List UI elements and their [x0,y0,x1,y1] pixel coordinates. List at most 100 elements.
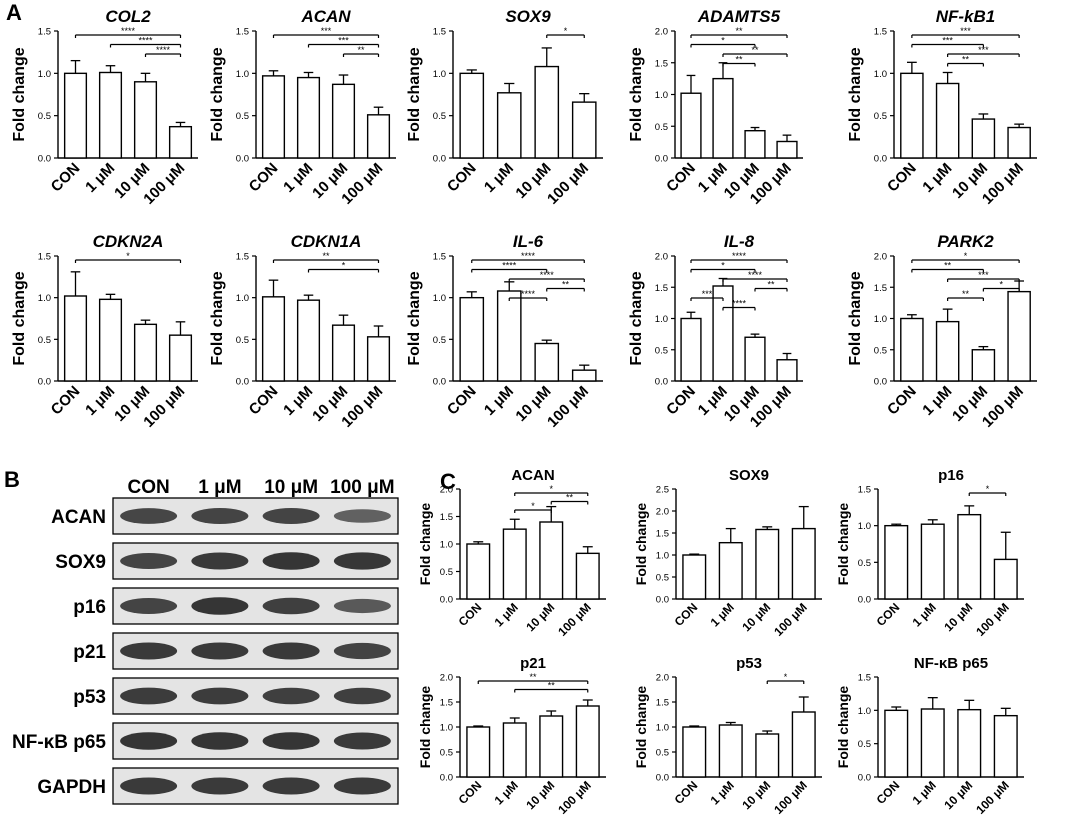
y-tick-label: 0.0 [440,595,453,606]
blot-band [191,687,249,705]
y-tick-label: 1.5 [858,673,871,684]
bar-con [680,92,702,159]
bar-100-m [776,359,798,382]
bar-10-m [971,118,996,159]
y-tick-label: 1.0 [38,293,51,304]
significance-label: ** [566,493,574,503]
y-tick-label: 1.0 [433,293,446,304]
bar-100-m [791,527,816,600]
y-tick-label: 1.5 [656,698,669,709]
blot-band [262,597,320,615]
category-label: 10 μM [523,600,557,634]
blot-band [333,552,391,570]
lane-label-10-m: 10 μM [264,477,318,498]
bar-1-m [935,82,960,159]
bar-10-m [133,323,158,382]
blot-band [262,732,320,750]
blot-band [262,642,320,660]
significance-label: ** [962,55,970,65]
y-tick-label: 0.0 [858,595,871,606]
category-label: CON [672,778,701,807]
bar-1-m [296,76,321,159]
category-label: 1 μM [708,778,737,807]
blot-band [262,552,320,570]
category-label: CON [48,383,84,419]
bar-1-m [98,298,123,382]
significance-label: * [964,251,968,261]
y-tick-label: 1.5 [236,27,249,38]
y-tick-label: 1.5 [38,252,51,263]
y-tick-label: 1.5 [440,698,453,709]
significance-label: * [126,251,130,261]
lane-label-con: CON [128,477,170,498]
significance-label: ** [735,55,743,65]
category-label: 1 μM [492,600,521,629]
y-tick-label: 0.0 [874,377,887,388]
category-label: CON [672,600,701,629]
chart-title: p16 [938,467,964,484]
blot-band [191,597,249,615]
chart-c-sox9: SOX9 Fold change 0.0 0.5 1.0 1.5 2.0 2.5 CON 1 μM… [633,467,822,639]
category-label: 1 μM [492,778,521,807]
blot-row-p16: p16 [73,587,399,625]
blot-row-gapdh: GAPDH [37,767,399,805]
blot-row-nf-b-p65: NF-κB p65 [12,722,399,760]
y-axis-label: Fold change [417,503,433,586]
category-label: 100 μM [544,160,592,208]
bar-10-m [957,513,982,600]
y-tick-label: 0.0 [236,377,249,388]
y-tick-label: 1.0 [655,314,668,325]
y-axis-label: Fold change [835,503,851,586]
y-tick-label: 2.0 [874,252,887,263]
bar-con [459,296,485,382]
category-label: CON [663,383,699,419]
category-label: 100 μM [771,778,810,817]
blot-row-sox9: SOX9 [55,542,399,580]
significance-label: * [342,261,346,271]
category-label: CON [884,383,920,419]
chart-title: CDKN1A [291,232,362,251]
bar-1-m [296,299,321,382]
category-label: CON [874,600,903,629]
blot-label: GAPDH [37,777,106,798]
y-tick-label: 1.5 [655,283,668,294]
blot-band [191,732,249,750]
category-label: 100 μM [555,778,594,817]
category-label: CON [444,160,480,196]
category-label: CON [874,778,903,807]
significance-label: * [721,36,725,46]
significance-label: ** [962,289,970,299]
bar-100-m [1007,126,1031,159]
y-tick-label: 0.5 [858,739,871,750]
chart-title: NF-κB p65 [914,655,988,672]
significance-label: **** [732,299,747,309]
blot-row-acan: ACAN [51,497,399,535]
y-tick-label: 0.5 [440,567,453,578]
significance-label: **** [502,261,517,271]
y-tick-label: 1.0 [858,706,871,717]
bar-10-m [331,324,356,382]
bar-con [459,72,485,159]
bar-1-m [502,528,527,600]
significance-label: ** [735,26,743,36]
significance-label: *** [702,289,713,299]
category-label: CON [246,383,282,419]
y-tick-label: 1.0 [440,540,453,551]
blot-band [120,553,178,569]
bar-1-m [935,320,960,382]
y-tick-label: 0.5 [874,111,887,122]
blot-band [191,642,249,660]
category-label: CON [456,778,485,807]
y-tick-label: 1.5 [655,58,668,69]
y-tick-label: 1.5 [433,27,446,38]
blot-label: SOX9 [55,552,106,573]
bar-10-m [744,336,766,382]
y-tick-label: 1.0 [433,69,446,80]
y-tick-label: 1.0 [655,90,668,101]
y-tick-label: 1.5 [874,283,887,294]
category-label: 1 μM [708,600,737,629]
significance-label: *** [978,45,989,55]
significance-label: **** [521,289,536,299]
